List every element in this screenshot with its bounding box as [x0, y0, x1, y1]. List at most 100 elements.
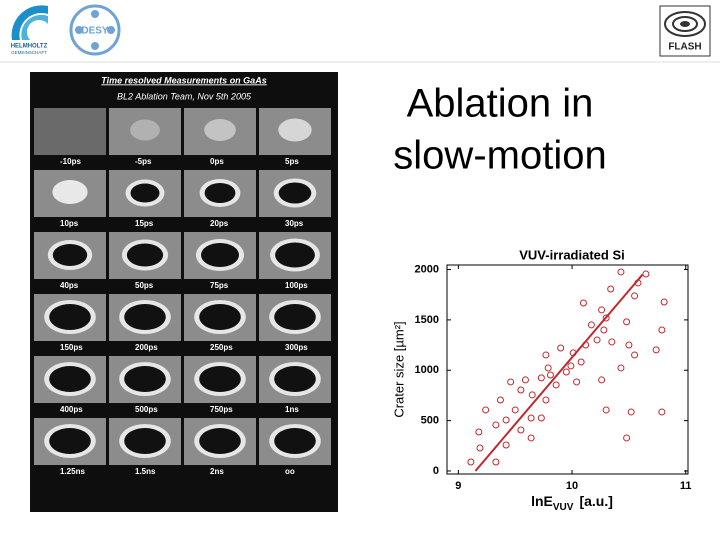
point — [579, 299, 587, 307]
point — [521, 376, 529, 384]
gallery-title: Time resolved Measurements on GaAs — [101, 75, 266, 85]
frame-label: 100ps — [285, 281, 308, 290]
frame-label: 2ns — [210, 467, 224, 476]
point — [546, 371, 554, 379]
point — [623, 434, 631, 442]
frame-label: 200ps — [135, 343, 158, 352]
point — [517, 426, 525, 434]
point — [593, 336, 601, 344]
frame-label: 10ps — [60, 219, 79, 228]
x-axis-label-sub: VUV — [553, 502, 574, 513]
y-tick-label: 0 — [433, 465, 439, 477]
frame-label: 500ps — [135, 405, 158, 414]
point — [569, 349, 577, 357]
crater — [49, 304, 91, 330]
point — [582, 341, 590, 349]
point — [542, 351, 550, 359]
frame-label: 50ps — [135, 281, 154, 290]
point — [542, 396, 550, 404]
crater — [199, 366, 241, 392]
helmholtz-logo: HELMHOLTZ GEMEINSCHAFT — [11, 5, 48, 55]
chart-title: VUV-irradiated Si — [519, 247, 624, 262]
y-tick-label: 1500 — [415, 314, 439, 326]
desy-logo: DESY — [69, 4, 121, 56]
crater — [49, 428, 91, 454]
slide-title: Ablation in — [407, 82, 594, 126]
point — [517, 386, 525, 394]
spot — [52, 180, 88, 204]
point — [608, 338, 616, 346]
frame-label: 150ps — [60, 343, 83, 352]
slide-title: slow-motion — [393, 134, 606, 178]
point — [567, 362, 575, 370]
point — [527, 434, 535, 442]
point — [652, 346, 660, 354]
point — [607, 285, 615, 293]
point — [492, 458, 500, 466]
crater — [274, 304, 316, 330]
spot — [204, 119, 236, 141]
flash-logo: FLASH — [659, 5, 711, 57]
spot — [130, 119, 160, 141]
point — [625, 341, 633, 349]
frame-label: -5ps — [135, 157, 152, 166]
crater — [274, 428, 316, 454]
point — [587, 321, 595, 329]
point — [617, 268, 625, 276]
point — [573, 378, 581, 386]
frame-label: 30ps — [285, 219, 304, 228]
point — [562, 368, 570, 376]
frame-label: 300ps — [285, 343, 308, 352]
spot — [278, 118, 312, 142]
frame-label: 1.5ns — [135, 467, 156, 476]
point — [631, 292, 639, 300]
point — [577, 358, 585, 366]
point — [623, 318, 631, 326]
x-tick-label: 11 — [680, 480, 692, 492]
crater — [278, 182, 312, 204]
frame-label: 400ps — [60, 405, 83, 414]
point — [642, 270, 650, 278]
point — [658, 326, 666, 334]
x-axis-label-unit: [a.u.] — [579, 493, 612, 509]
point — [660, 298, 668, 306]
crater — [126, 243, 164, 267]
plot-frame — [446, 264, 689, 475]
point — [492, 421, 500, 429]
frame-label: -10ps — [60, 157, 81, 166]
crater — [124, 428, 166, 454]
crater — [124, 366, 166, 392]
point — [511, 406, 519, 414]
point — [502, 441, 510, 449]
frame-label: 5ps — [285, 157, 299, 166]
y-axis-label: Crater size [µm²] — [391, 321, 406, 417]
point — [537, 414, 545, 422]
crater — [274, 366, 316, 392]
point — [552, 381, 560, 389]
y-tick-label: 1000 — [415, 364, 439, 376]
gallery: Time resolved Measurements on GaAs BL2 A… — [30, 72, 338, 512]
y-tick-label: 500 — [421, 415, 439, 427]
frame-label: 40ps — [60, 281, 79, 290]
x-axis-label-main: lnE — [531, 493, 553, 509]
point — [528, 391, 536, 399]
crater — [275, 242, 315, 268]
point — [598, 306, 606, 314]
y-tick-label: 2000 — [415, 263, 439, 275]
frame-label: 20ps — [210, 219, 229, 228]
point — [527, 414, 535, 422]
frame-label: 250ps — [210, 343, 233, 352]
fit-line — [474, 273, 644, 472]
frame — [109, 108, 181, 155]
frame-label: oo — [285, 467, 295, 476]
point — [537, 374, 545, 382]
frame-label: 750ps — [210, 405, 233, 414]
point — [557, 344, 565, 352]
gallery-subtitle: BL2 Ablation Team, Nov 5th 2005 — [117, 91, 252, 101]
point — [507, 378, 515, 386]
frame-label: 1.25ns — [60, 467, 85, 476]
x-axis-label: lnEVUV [a.u.] — [531, 493, 613, 513]
point — [602, 314, 610, 322]
frame-label: 75ps — [210, 281, 229, 290]
